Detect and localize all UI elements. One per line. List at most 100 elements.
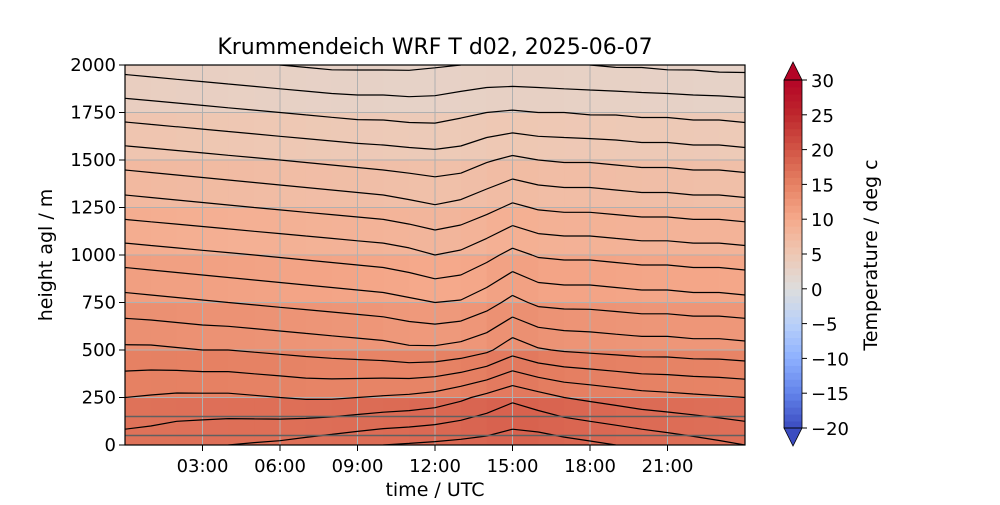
heat-cell bbox=[486, 397, 514, 445]
isotherm-contour bbox=[125, 355, 745, 380]
heat-cell bbox=[331, 65, 359, 114]
heat-cell bbox=[641, 65, 669, 114]
heat-cell bbox=[280, 255, 307, 304]
colorbar-segment bbox=[784, 358, 802, 366]
isotherm-contour bbox=[125, 121, 745, 150]
colorbar-segment bbox=[784, 93, 802, 102]
colorbar-segment bbox=[784, 267, 802, 276]
y-tick-label: 1000 bbox=[70, 245, 116, 266]
isotherm-contour bbox=[125, 266, 745, 304]
colorbar-segment bbox=[784, 177, 802, 185]
heat-cell bbox=[305, 397, 333, 445]
heat-cell bbox=[280, 397, 307, 445]
heat-cell bbox=[693, 65, 720, 114]
x-tick-label: 06:00 bbox=[254, 456, 306, 477]
colorbar-segment bbox=[784, 351, 802, 359]
heat-cell bbox=[641, 397, 669, 445]
heat-cell bbox=[719, 350, 745, 399]
heat-cell bbox=[125, 207, 152, 256]
isotherm-contour bbox=[125, 194, 745, 231]
heat-cell bbox=[202, 207, 229, 256]
y-axis: 0 250 500 750 1000 1250 1500 1750 2000 bbox=[70, 55, 125, 456]
heat-cell bbox=[460, 255, 488, 304]
heat-cell bbox=[590, 207, 617, 256]
heat-cell bbox=[460, 302, 488, 351]
heat-cell bbox=[719, 207, 745, 256]
heat-cell bbox=[176, 112, 204, 161]
colorbar-segment bbox=[784, 393, 802, 401]
heat-cell bbox=[486, 65, 514, 114]
heat-cell bbox=[383, 255, 410, 304]
isotherm-contour bbox=[125, 73, 745, 99]
heat-cell bbox=[409, 65, 436, 114]
heat-cell bbox=[150, 160, 178, 209]
colorbar-segment bbox=[784, 80, 802, 88]
colorbar-segment bbox=[784, 274, 802, 283]
heat-cell bbox=[590, 65, 617, 114]
heat-cell bbox=[176, 302, 204, 351]
heat-cell bbox=[590, 160, 617, 209]
heat-cell bbox=[150, 397, 178, 445]
heat-cell bbox=[590, 350, 617, 399]
colorbar-tick-label: 20 bbox=[811, 141, 834, 162]
heat-cell bbox=[615, 397, 643, 445]
colorbar-segment bbox=[784, 295, 802, 304]
x-tick-label: 21:00 bbox=[642, 456, 694, 477]
heat-cell bbox=[512, 397, 539, 445]
heat-cell bbox=[280, 302, 307, 351]
heat-cell bbox=[305, 112, 333, 161]
y-tick-label: 500 bbox=[82, 340, 116, 361]
colorbar-segment bbox=[784, 191, 802, 199]
heat-cell bbox=[538, 255, 565, 304]
colorbar-tick-label: 5 bbox=[811, 245, 822, 266]
heat-cell bbox=[719, 397, 745, 445]
colorbar-label: Temperature / deg c bbox=[860, 159, 882, 351]
y-axis-label: height agl / m bbox=[35, 189, 57, 322]
heat-cell bbox=[357, 255, 384, 304]
heat-cell bbox=[667, 160, 694, 209]
heat-cell bbox=[176, 255, 204, 304]
heat-cell bbox=[305, 160, 333, 209]
heat-cell bbox=[667, 207, 694, 256]
heat-cell bbox=[254, 255, 281, 304]
x-tick-label: 15:00 bbox=[487, 456, 539, 477]
heat-cell bbox=[512, 255, 539, 304]
heat-cell bbox=[615, 302, 643, 351]
colorbar-tick-label: −15 bbox=[811, 384, 849, 405]
heat-cell bbox=[719, 160, 745, 209]
heat-cell bbox=[280, 207, 307, 256]
colorbar-segment bbox=[784, 247, 802, 255]
heat-cell bbox=[667, 397, 694, 445]
heat-cell bbox=[331, 112, 359, 161]
x-tick-label: 09:00 bbox=[332, 456, 384, 477]
colorbar-segment bbox=[784, 107, 802, 116]
heat-cell bbox=[254, 112, 281, 161]
heat-cell bbox=[357, 160, 384, 209]
colorbar-extend-min bbox=[783, 427, 803, 447]
colorbar-tick-label: −10 bbox=[811, 349, 849, 370]
colorbar-segment bbox=[784, 330, 802, 339]
heat-cell bbox=[383, 65, 410, 114]
heat-cell bbox=[176, 207, 204, 256]
colorbar-segment bbox=[784, 365, 802, 373]
heat-cell bbox=[150, 302, 178, 351]
colorbar-segment bbox=[784, 86, 802, 95]
colorbar-segment bbox=[784, 114, 802, 123]
colorbar-segment bbox=[784, 156, 802, 165]
colorbar-segment bbox=[784, 121, 802, 130]
heat-cell bbox=[564, 302, 591, 351]
heat-cell bbox=[538, 397, 565, 445]
colorbar-segment bbox=[784, 337, 802, 345]
heat-cell bbox=[383, 207, 410, 256]
heat-cell bbox=[305, 65, 333, 114]
heat-cell bbox=[693, 160, 720, 209]
heat-cell bbox=[357, 397, 384, 445]
reference-height-lines bbox=[125, 415, 745, 437]
heat-cell bbox=[305, 255, 333, 304]
heat-cell bbox=[615, 112, 643, 161]
heat-cell bbox=[254, 65, 281, 114]
colorbar-segment bbox=[784, 302, 802, 311]
heat-cell bbox=[641, 302, 669, 351]
x-axis-label: time / UTC bbox=[385, 479, 484, 500]
heat-cell bbox=[641, 255, 669, 304]
